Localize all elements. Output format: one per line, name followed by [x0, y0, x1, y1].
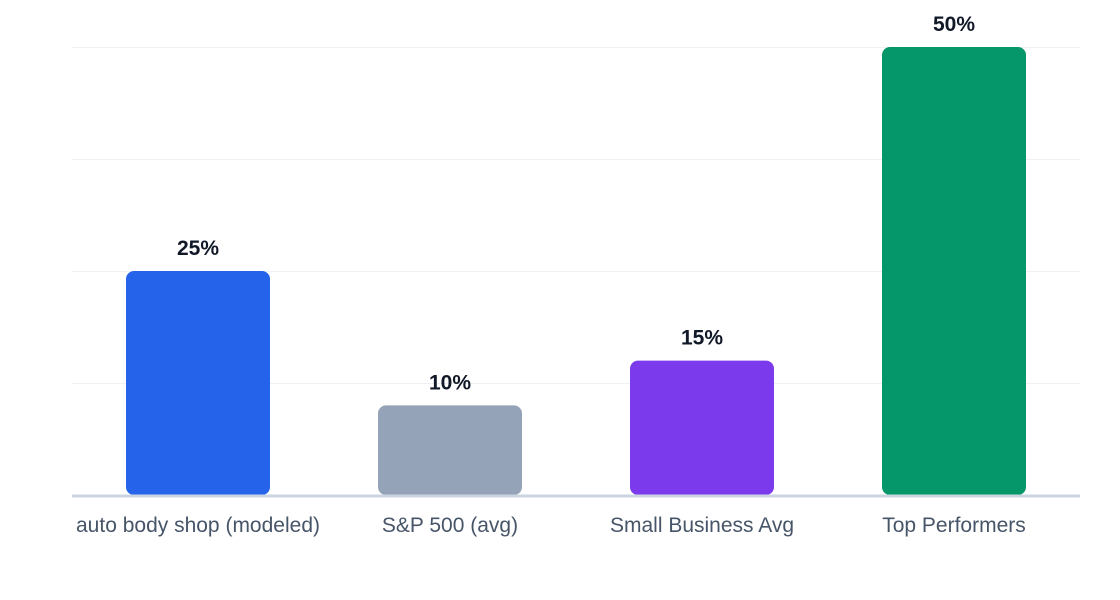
category-labels: auto body shop (modeled) S&P 500 (avg) Sma…: [76, 514, 1026, 537]
bar-3: [630, 360, 774, 495]
bar-4: [882, 47, 1026, 495]
value-label-1: 25%: [177, 237, 219, 260]
bars: [126, 47, 1026, 495]
value-label-4: 50%: [933, 13, 975, 36]
category-label-2: S&P 500 (avg): [382, 514, 518, 537]
category-label-4: Top Performers: [882, 514, 1026, 537]
bar-1: [126, 271, 270, 495]
bar-2: [378, 405, 522, 495]
value-label-3: 15%: [681, 327, 723, 350]
value-labels: 25% 10% 15% 50%: [177, 13, 975, 394]
value-label-2: 10%: [429, 371, 471, 394]
category-label-1: auto body shop (modeled): [76, 514, 320, 537]
category-label-3: Small Business Avg: [610, 514, 794, 537]
